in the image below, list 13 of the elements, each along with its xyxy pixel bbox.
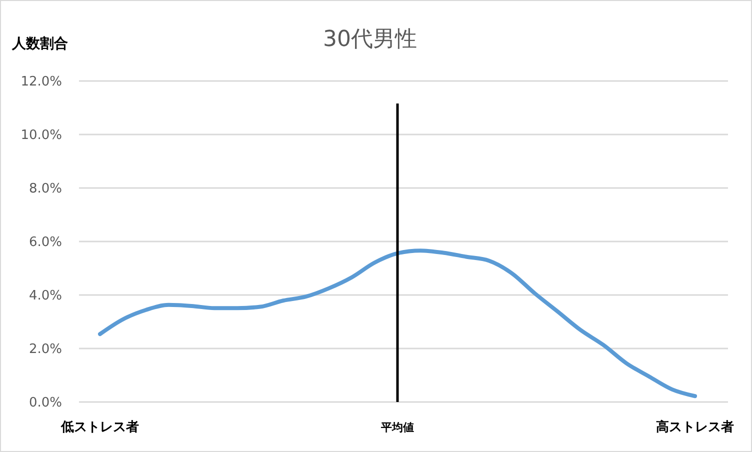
y-tick-label: 12.0% [20,74,62,90]
line-series [98,248,697,398]
y-tick-label: 10.0% [20,128,62,144]
x-tick-label: 低ストレス者 [60,420,139,435]
y-tick-label: 4.0% [28,288,62,304]
y-axis-title: 人数割合 [11,35,68,52]
y-tick-label: 0.0% [28,396,62,411]
chart-title: 30代男性 [323,27,417,52]
y-tick-label: 2.0% [28,342,62,358]
x-tick-label: 高ストレス者 [656,419,734,435]
y-tick-label: 6.0% [28,235,62,250]
x-tick-label: 平均値 [380,421,414,434]
y-tick-label: 8.0% [28,182,62,197]
